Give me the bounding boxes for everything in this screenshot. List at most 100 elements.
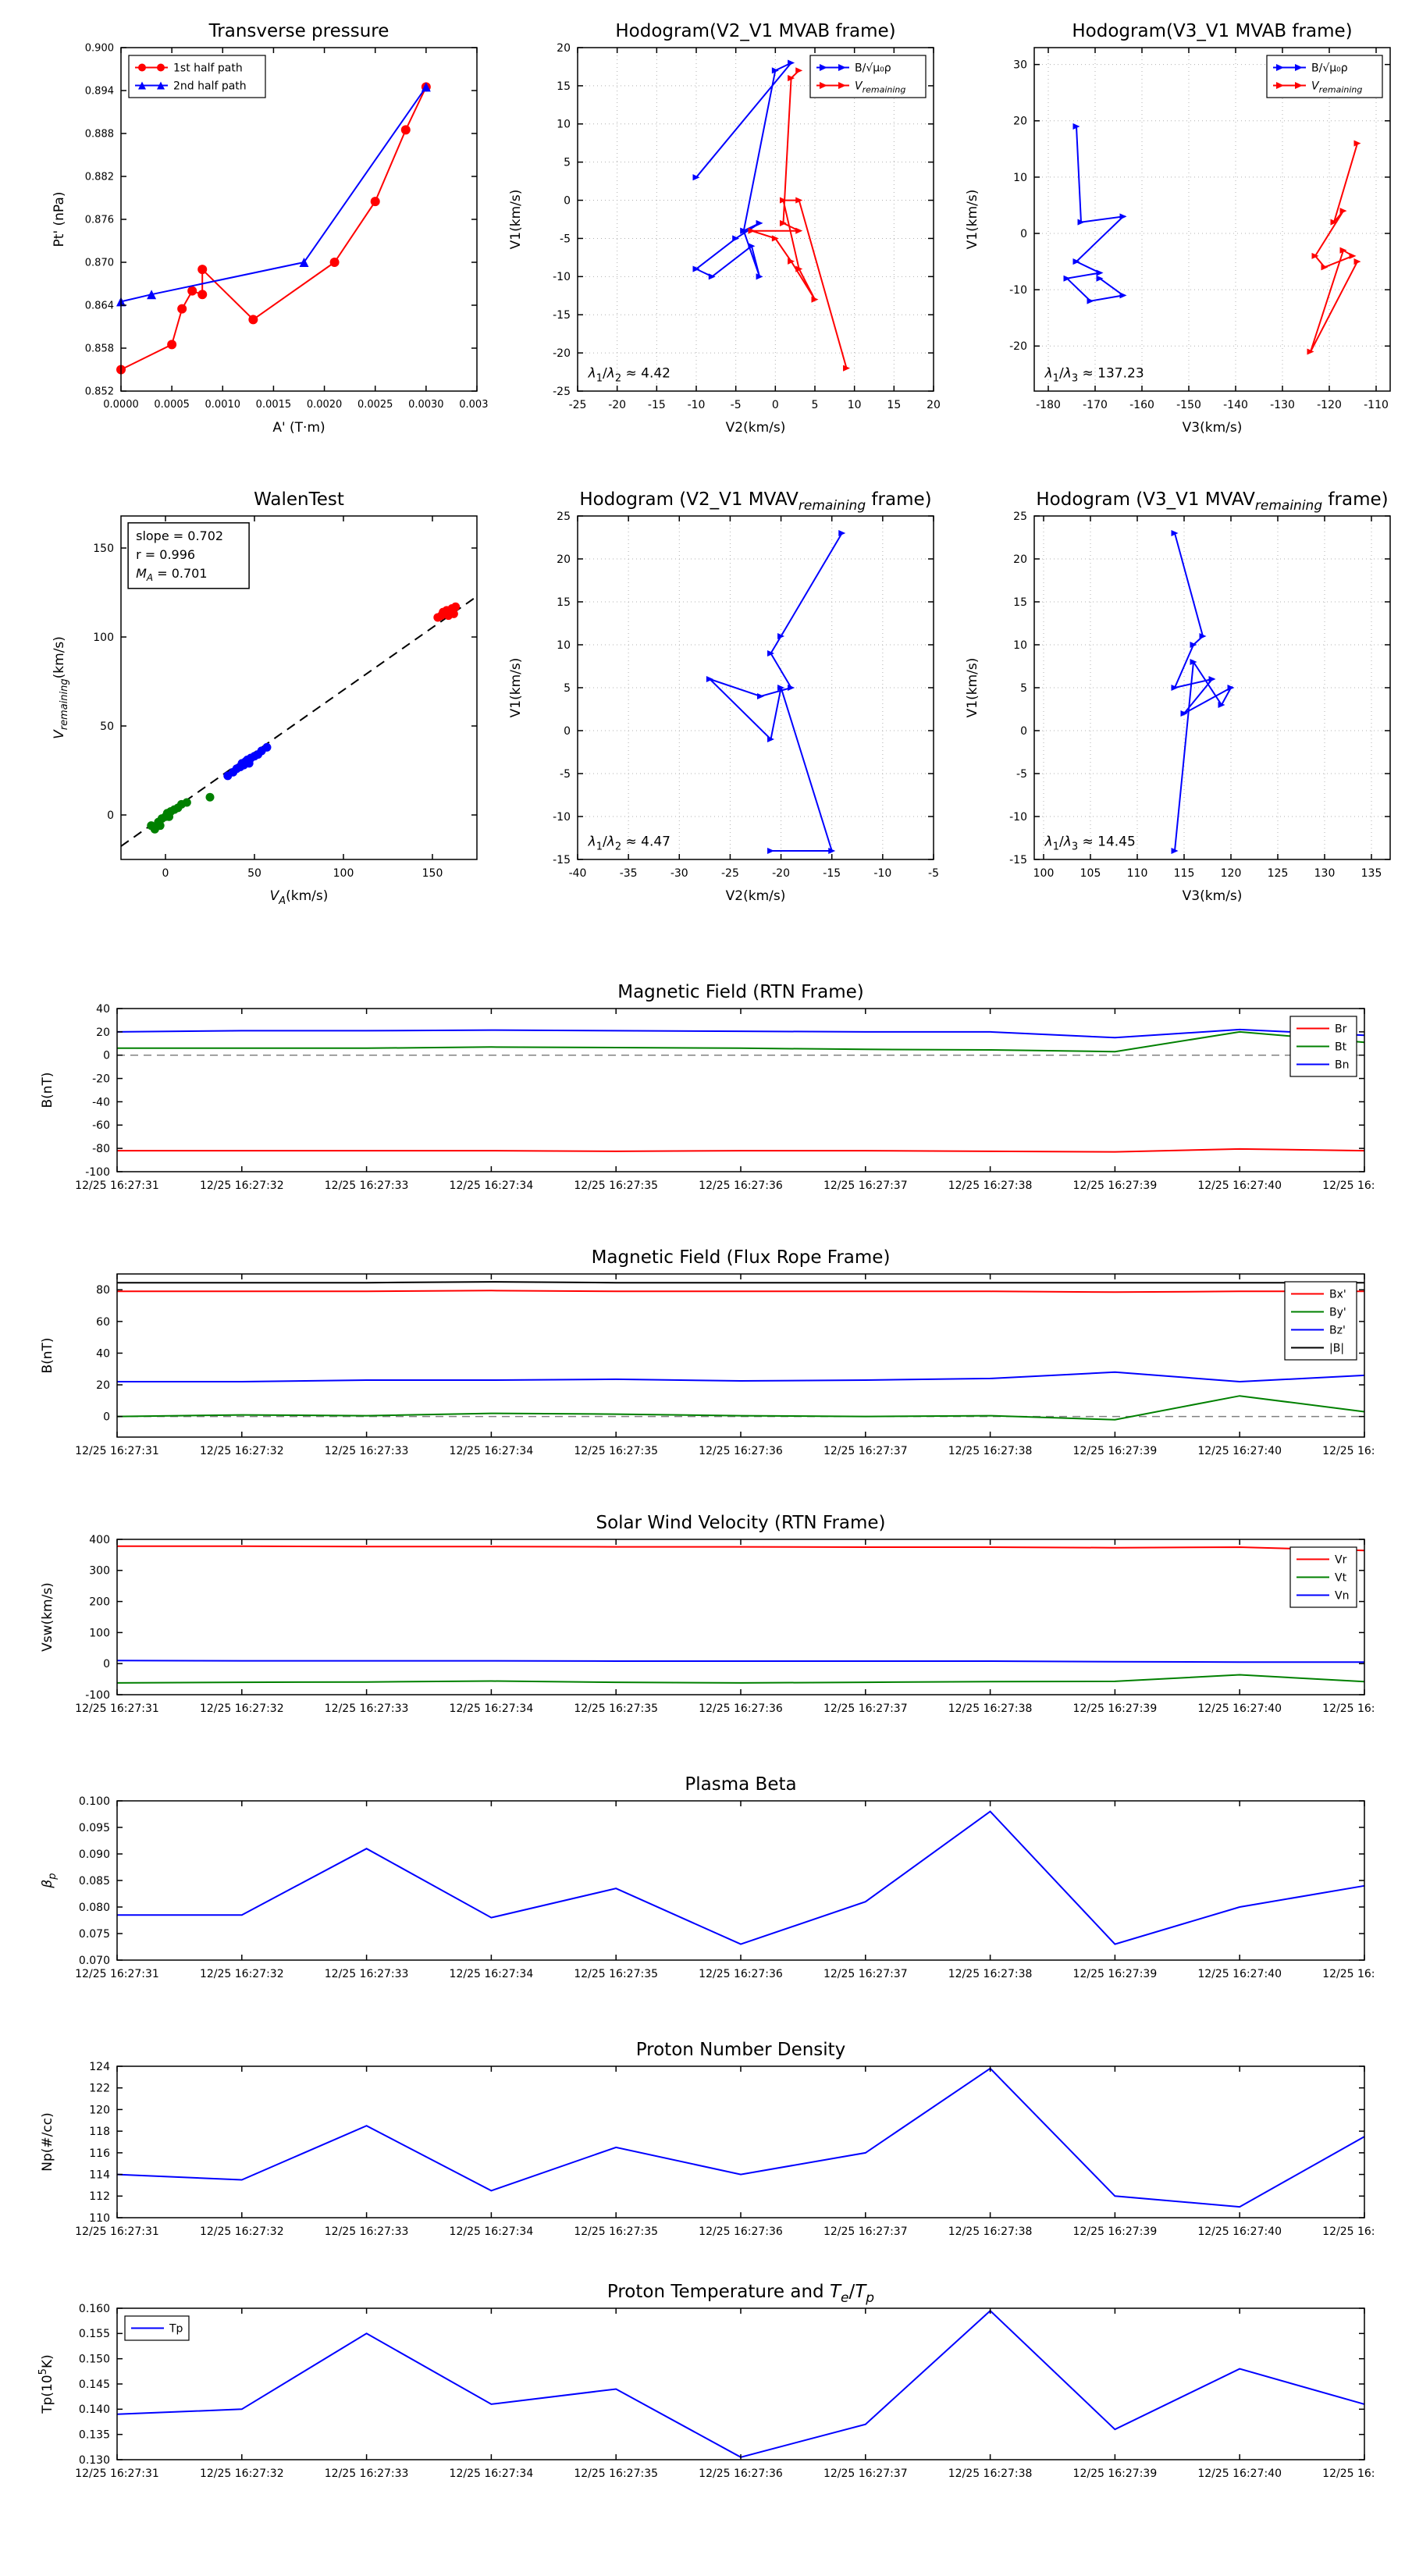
svg-text:0.0010: 0.0010 xyxy=(205,399,241,411)
svg-text:B/√μ₀ρ: B/√μ₀ρ xyxy=(855,62,891,75)
svg-text:20: 20 xyxy=(927,399,941,411)
svg-text:110: 110 xyxy=(1127,867,1148,880)
svg-text:B(nT): B(nT) xyxy=(40,1337,55,1373)
svg-text:λ1/λ2 ≈ 4.47: λ1/λ2 ≈ 4.47 xyxy=(588,834,670,852)
svg-text:20: 20 xyxy=(557,42,571,55)
svg-text:-20: -20 xyxy=(772,867,790,880)
svg-text:12/25 16:27:35: 12/25 16:27:35 xyxy=(574,2226,658,2238)
svg-text:10: 10 xyxy=(1013,172,1027,184)
svg-text:114: 114 xyxy=(89,2169,110,2181)
svg-text:Tp(105K): Tp(105K) xyxy=(37,2354,55,2414)
svg-text:12/25 16:27:34: 12/25 16:27:34 xyxy=(450,2467,534,2480)
svg-text:0.085: 0.085 xyxy=(79,1875,110,1888)
svg-text:118: 118 xyxy=(89,2126,110,2138)
svg-text:12/25 16:27:35: 12/25 16:27:35 xyxy=(574,1445,658,1457)
svg-text:112: 112 xyxy=(89,2190,110,2203)
svg-text:12/25 16:27:35: 12/25 16:27:35 xyxy=(574,1179,658,1192)
svg-text:V1(km/s): V1(km/s) xyxy=(508,190,524,250)
svg-text:Np(#/cc): Np(#/cc) xyxy=(40,2112,55,2171)
svg-text:12/25 16:27:40: 12/25 16:27:40 xyxy=(1197,1445,1282,1457)
svg-text:12/25 16:27:41: 12/25 16:27:41 xyxy=(1322,1445,1374,1457)
svg-text:120: 120 xyxy=(89,2104,110,2116)
svg-text:60: 60 xyxy=(96,1316,110,1329)
svg-text:12/25 16:27:41: 12/25 16:27:41 xyxy=(1322,2226,1374,2238)
chart-hodogram-v3v1-mvab: -180 -170 -160 -150 -140 -130 -120 -110 -20 -10 0 1… xyxy=(956,12,1401,441)
svg-text:-30: -30 xyxy=(670,867,688,880)
svg-text:-15: -15 xyxy=(823,867,841,880)
svg-text:Vremaining(km/s): Vremaining(km/s) xyxy=(52,636,70,739)
svg-text:-10: -10 xyxy=(1009,811,1027,824)
svg-text:V3(km/s): V3(km/s) xyxy=(1183,420,1243,436)
svg-text:120: 120 xyxy=(1221,867,1242,880)
svg-text:5: 5 xyxy=(812,399,819,411)
svg-text:Hodogram(V3_V1 MVAB frame): Hodogram(V3_V1 MVAB frame) xyxy=(1072,21,1352,41)
svg-text:Pt' (nPa): Pt' (nPa) xyxy=(52,192,67,247)
svg-text:Hodogram(V2_V1 MVAB frame): Hodogram(V2_V1 MVAB frame) xyxy=(615,21,895,41)
svg-text:-5: -5 xyxy=(560,233,571,245)
svg-text:12/25 16:27:34: 12/25 16:27:34 xyxy=(450,1179,534,1192)
svg-text:12/25 16:27:38: 12/25 16:27:38 xyxy=(948,1703,1033,1715)
svg-text:-25: -25 xyxy=(569,399,587,411)
svg-text:12/25 16:27:36: 12/25 16:27:36 xyxy=(699,1445,783,1457)
svg-text:Hodogram (V3_V1 MVAVremaining: Hodogram (V3_V1 MVAVremaining frame) xyxy=(1036,489,1388,514)
svg-text:λ1/λ3 ≈ 14.45: λ1/λ3 ≈ 14.45 xyxy=(1044,834,1136,852)
svg-text:115: 115 xyxy=(1174,867,1195,880)
svg-text:10: 10 xyxy=(557,119,571,131)
svg-text:12/25 16:27:33: 12/25 16:27:33 xyxy=(325,2467,409,2480)
svg-text:V1(km/s): V1(km/s) xyxy=(965,190,980,250)
svg-text:12/25 16:27:39: 12/25 16:27:39 xyxy=(1073,2226,1158,2238)
svg-text:12/25 16:27:41: 12/25 16:27:41 xyxy=(1322,1968,1374,1980)
svg-text:0: 0 xyxy=(772,399,779,411)
svg-text:V3(km/s): V3(km/s) xyxy=(1183,888,1243,904)
svg-text:12/25 16:27:40: 12/25 16:27:40 xyxy=(1197,1968,1282,1980)
svg-text:15: 15 xyxy=(557,596,571,609)
svg-text:WalenTest: WalenTest xyxy=(254,489,344,510)
chart-hodogram-v3v1-mvav: 100 105 110 115 120 125 130 135 -15 -10 -5 0 5 10 15 20… xyxy=(956,480,1401,909)
svg-text:0.0005: 0.0005 xyxy=(154,399,190,411)
svg-text:0.140: 0.140 xyxy=(79,2403,110,2416)
svg-text:0: 0 xyxy=(1020,725,1027,738)
svg-text:12/25 16:27:36: 12/25 16:27:36 xyxy=(699,2467,783,2480)
svg-text:80: 80 xyxy=(96,1284,110,1297)
svg-text:100: 100 xyxy=(1033,867,1055,880)
svg-text:12/25 16:27:40: 12/25 16:27:40 xyxy=(1197,2226,1282,2238)
svg-text:12/25 16:27:34: 12/25 16:27:34 xyxy=(450,1445,534,1457)
chart-proton-number-density: 12/25 16:27:31 12/25 16:27:32 12/25 16:27:… xyxy=(31,2033,1374,2252)
svg-text:12/25 16:27:31: 12/25 16:27:31 xyxy=(75,1445,159,1457)
svg-text:Vremaining: Vremaining xyxy=(855,80,905,95)
chart-plasma-beta: 12/25 16:27:31 12/25 16:27:32 12/25 16:27:… xyxy=(31,1768,1374,1994)
svg-text:λ1/λ3 ≈ 137.23: λ1/λ3 ≈ 137.23 xyxy=(1044,365,1144,384)
svg-text:12/25 16:27:37: 12/25 16:27:37 xyxy=(823,1445,908,1457)
svg-text:-15: -15 xyxy=(553,854,571,866)
svg-text:0.858: 0.858 xyxy=(85,343,114,355)
svg-text:20: 20 xyxy=(1013,116,1027,128)
chart-solar-wind-velocity: 12/25 16:27:31 12/25 16:27:32 12/25 16:27:… xyxy=(31,1507,1374,1729)
svg-text:5: 5 xyxy=(564,682,571,695)
svg-text:100: 100 xyxy=(93,632,114,644)
svg-text:Vr: Vr xyxy=(1335,1554,1347,1567)
svg-text:25: 25 xyxy=(1013,511,1027,523)
svg-text:0: 0 xyxy=(1020,228,1027,240)
svg-text:-150: -150 xyxy=(1176,399,1201,411)
svg-text:Proton Number Density: Proton Number Density xyxy=(636,2040,846,2060)
svg-text:V2(km/s): V2(km/s) xyxy=(726,888,786,904)
svg-text:50: 50 xyxy=(247,867,261,880)
svg-text:116: 116 xyxy=(89,2147,110,2160)
chart-hodogram-v2v1-mvab: -25 -20 -15 -10 -5 0 5 10 15 20 -25 -20 -15 -10 -5 0 5 10… xyxy=(500,12,944,441)
svg-text:Vt: Vt xyxy=(1335,1572,1347,1585)
svg-text:slope = 0.702: slope = 0.702 xyxy=(136,528,223,543)
svg-text:-60: -60 xyxy=(92,1119,110,1132)
svg-text:-20: -20 xyxy=(608,399,626,411)
svg-text:130: 130 xyxy=(1314,867,1336,880)
svg-text:-20: -20 xyxy=(1009,340,1027,353)
svg-text:12/25 16:27:32: 12/25 16:27:32 xyxy=(200,1968,284,1980)
svg-text:0.900: 0.900 xyxy=(85,43,114,55)
chart-walen-test: 0 50 100 150 0 50 100 150 WalenTest VA(km/s) Vrema… xyxy=(43,480,488,909)
svg-text:12/25 16:27:33: 12/25 16:27:33 xyxy=(325,1179,409,1192)
svg-text:12/25 16:27:39: 12/25 16:27:39 xyxy=(1073,2467,1158,2480)
svg-text:Plasma Beta: Plasma Beta xyxy=(685,1774,796,1795)
svg-text:-15: -15 xyxy=(1009,854,1027,866)
svg-text:λ1/λ2 ≈ 4.42: λ1/λ2 ≈ 4.42 xyxy=(588,365,670,384)
svg-text:12/25 16:27:36: 12/25 16:27:36 xyxy=(699,1703,783,1715)
svg-text:12/25 16:27:37: 12/25 16:27:37 xyxy=(823,1179,908,1192)
